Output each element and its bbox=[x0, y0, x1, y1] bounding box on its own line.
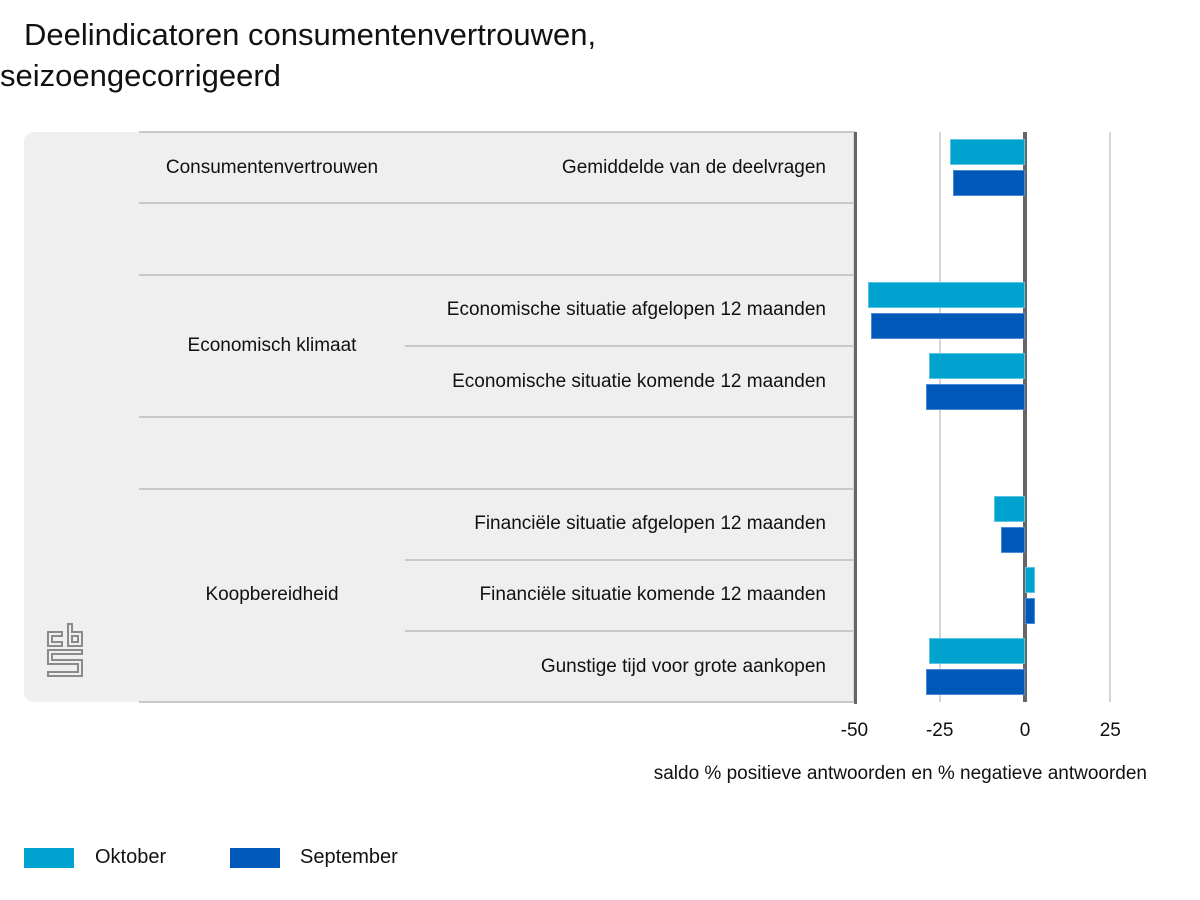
bar-oktober bbox=[868, 281, 1025, 308]
legend-swatch-september bbox=[230, 848, 280, 868]
bar-september bbox=[871, 312, 1025, 339]
row-divider bbox=[405, 630, 855, 633]
gridline bbox=[1109, 132, 1112, 702]
gridline bbox=[938, 132, 941, 702]
group-label: Koopbereidheid bbox=[205, 584, 339, 606]
category-label: Financiële situatie komende 12 maanden bbox=[479, 584, 826, 606]
group-divider bbox=[139, 202, 855, 205]
bar-september bbox=[1025, 597, 1036, 624]
group-divider bbox=[139, 273, 855, 276]
group-label: Economisch klimaat bbox=[187, 334, 357, 356]
cbs-logo bbox=[47, 623, 83, 677]
group-divider bbox=[139, 701, 855, 704]
bar-oktober bbox=[994, 495, 1025, 522]
row-divider bbox=[405, 344, 855, 347]
group-divider bbox=[139, 487, 855, 490]
title-line-1: Deelindicatoren consumentenvertrouwen, bbox=[24, 17, 597, 52]
x-tick-label: -50 bbox=[840, 720, 869, 741]
category-label: Economische situatie komende 12 maanden bbox=[452, 370, 826, 392]
bar-september bbox=[1001, 526, 1025, 553]
bar-september bbox=[926, 669, 1025, 696]
bar-september bbox=[953, 170, 1025, 196]
group-label: Consumentenvertrouwen bbox=[165, 156, 379, 178]
x-tick-label: 25 bbox=[1099, 720, 1121, 741]
category-label: Financiële situatie afgelopen 12 maanden bbox=[474, 513, 826, 535]
legend-swatch-oktober bbox=[24, 848, 74, 868]
x-axis-label: saldo % positieve antwoorden en % negati… bbox=[653, 763, 1147, 784]
x-tick-label: 0 bbox=[1019, 720, 1031, 741]
bar-oktober bbox=[929, 638, 1025, 665]
legend-september: September bbox=[300, 846, 398, 868]
bar-oktober bbox=[1025, 566, 1036, 593]
bar-oktober bbox=[949, 139, 1025, 165]
group-divider bbox=[139, 416, 855, 419]
x-tick-label: -25 bbox=[925, 720, 954, 741]
category-label: Economische situatie afgelopen 12 maande… bbox=[446, 299, 826, 321]
row-divider bbox=[405, 558, 855, 561]
bar-oktober bbox=[929, 352, 1025, 379]
category-label: Gemiddelde van de deelvragen bbox=[561, 156, 826, 178]
zero-line bbox=[1023, 132, 1027, 702]
category-label: Gunstige tijd voor grote aankopen bbox=[540, 655, 826, 677]
group-divider bbox=[139, 131, 855, 133]
title-line-2: seizoengecorrigeerd bbox=[0, 58, 281, 93]
bar-september bbox=[926, 383, 1025, 410]
category-axis-line bbox=[854, 132, 857, 704]
legend-oktober: Oktober bbox=[95, 846, 167, 868]
chart-title: Deelindicatoren consumentenvertrouwen, s… bbox=[0, 14, 700, 96]
